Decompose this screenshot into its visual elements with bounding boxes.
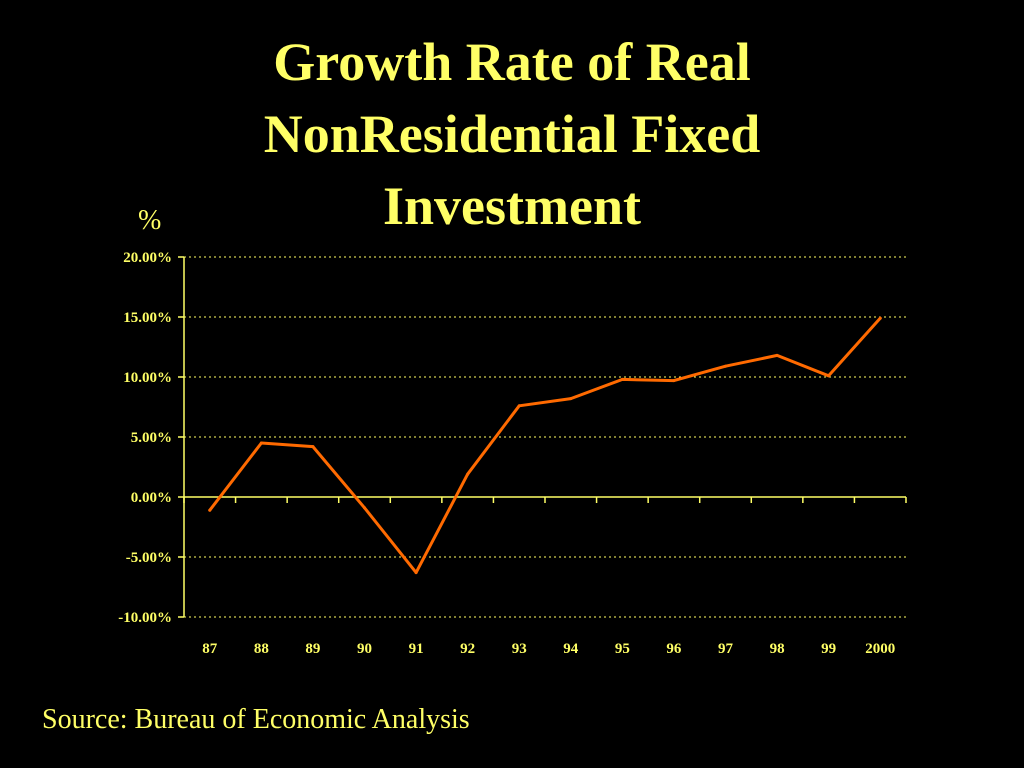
data-point xyxy=(620,377,624,381)
x-tick-label: 92 xyxy=(460,641,475,657)
source-note: Source: Bureau of Economic Analysis xyxy=(42,704,470,735)
data-point xyxy=(414,571,418,575)
x-tick-label: 99 xyxy=(821,641,836,657)
x-tick-label: 2000 xyxy=(865,641,895,657)
x-tick-label: 90 xyxy=(357,641,372,657)
x-tick-labels: 87 88 89 90 91 92 93 94 95 96 97 98 99 2000 xyxy=(202,641,895,657)
data-point xyxy=(775,353,779,357)
x-tick-label: 91 xyxy=(409,641,424,657)
data-point xyxy=(466,472,470,476)
y-tick-labels: 20.00% 15.00% 10.00% 5.00% 0.00% -5.00% -10.00… xyxy=(118,250,172,626)
y-tick-label: 5.00% xyxy=(131,430,172,446)
x-tick-label: 87 xyxy=(202,641,218,657)
data-point xyxy=(311,445,315,449)
series-layer xyxy=(208,316,882,575)
y-tick-label: 20.00% xyxy=(123,250,172,266)
x-tick-label: 97 xyxy=(718,641,734,657)
y-tick-label: 15.00% xyxy=(123,310,172,326)
chart-title: Growth Rate of Real NonResidential Fixed… xyxy=(112,26,912,242)
x-tick-label: 94 xyxy=(563,641,579,657)
series-line xyxy=(208,316,882,575)
data-point xyxy=(569,397,573,401)
x-tick-label: 88 xyxy=(254,641,269,657)
title-line-3: Investment xyxy=(383,176,641,236)
data-point xyxy=(259,441,263,445)
x-tick-label: 93 xyxy=(512,641,527,657)
y-tick-label: -5.00% xyxy=(126,550,172,566)
y-axis-unit-label: % xyxy=(138,205,161,236)
data-point xyxy=(878,316,882,320)
data-point xyxy=(827,374,831,378)
x-tick-label: 95 xyxy=(615,641,630,657)
x-tick-label: 98 xyxy=(770,641,785,657)
title-line-1: Growth Rate of Real xyxy=(273,32,751,92)
y-tick-label: 10.00% xyxy=(123,370,172,386)
y-tick-label: 0.00% xyxy=(131,490,172,506)
data-point xyxy=(363,506,366,510)
x-tick-label: 96 xyxy=(666,641,682,657)
grid-lines xyxy=(184,256,906,618)
y-tick-label: -10.00% xyxy=(118,610,172,626)
x-tick-label: 89 xyxy=(305,641,320,657)
axes xyxy=(178,256,907,618)
data-point xyxy=(672,379,676,383)
title-line-2: NonResidential Fixed xyxy=(263,104,761,164)
data-point xyxy=(517,404,521,408)
data-point xyxy=(208,508,212,512)
data-point xyxy=(724,364,727,368)
